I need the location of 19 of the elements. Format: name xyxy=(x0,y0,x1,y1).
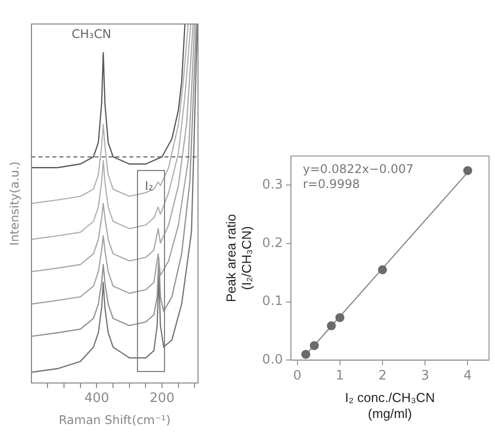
x-tick-label: 3 xyxy=(420,368,430,384)
x-axis-title: Raman Shift(cm⁻¹) xyxy=(58,412,171,427)
x-tick-label: 0 xyxy=(293,368,302,384)
y-axis-title: Intensity(a.u.) xyxy=(7,161,22,246)
annotation: I₂ xyxy=(144,178,154,193)
annotation: r=0.9998 xyxy=(302,177,360,192)
annotation: CH₃CN xyxy=(72,27,112,42)
x-tick-label: 2 xyxy=(378,368,387,384)
y-axis-title: Peak area ratio (I₂/CH₃CN) xyxy=(223,214,254,302)
y-tick-label: 0.2 xyxy=(262,236,283,251)
x-tick-label: 4 xyxy=(464,368,472,384)
x-tick-label: 200 xyxy=(150,391,174,406)
y-tick-label: 0.1 xyxy=(262,294,283,310)
annotation: y=0.0822x−0.007 xyxy=(302,162,414,176)
x-tick-label: 400 xyxy=(84,391,110,406)
y-tick-label: 0.3 xyxy=(262,178,283,193)
y-tick-label: 0.0 xyxy=(262,352,283,368)
x-axis-title: I₂ conc./CH₃CN (mg/ml) xyxy=(345,390,435,421)
x-tick-label: 1 xyxy=(336,368,344,384)
